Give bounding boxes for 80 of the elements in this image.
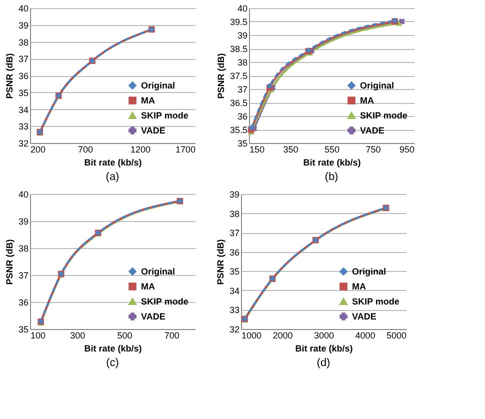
legend-label: Original bbox=[141, 266, 176, 276]
x-tick-label: 2000 bbox=[272, 330, 293, 340]
legend-label: SKIP mode bbox=[141, 110, 188, 120]
legend-label: SKIP mode bbox=[360, 110, 408, 120]
y-axis-title: PSNR (dB) bbox=[216, 53, 226, 99]
legend-label: Original bbox=[360, 80, 394, 90]
legend-label: VADE bbox=[360, 126, 384, 136]
y-tick-label: 35 bbox=[237, 138, 248, 148]
x-tick-label: 1200 bbox=[130, 144, 151, 154]
x-tick-label: 4000 bbox=[355, 330, 376, 340]
x-axis-title: Bit rate (kb/s) bbox=[84, 344, 142, 354]
y-tick-label: 33 bbox=[229, 305, 240, 316]
y-tick-label: 39 bbox=[18, 216, 28, 226]
x-tick-label: 300 bbox=[70, 330, 86, 340]
y-tick-label: 35 bbox=[229, 266, 240, 277]
text: (a) bbox=[106, 171, 120, 183]
y-axis-title: PSNR (dB) bbox=[4, 239, 14, 285]
x-axis-title: Bit rate (kb/s) bbox=[303, 158, 361, 168]
y-tick-label: 39.5 bbox=[230, 17, 248, 27]
legend-label: VADE bbox=[141, 312, 166, 322]
y-tick-label: 35 bbox=[18, 324, 28, 334]
text: (b) bbox=[324, 171, 338, 183]
y-tick-label: 38 bbox=[18, 37, 28, 48]
legend-label: Original bbox=[141, 80, 176, 90]
y-tick-label: 33 bbox=[18, 122, 28, 132]
y-tick-label: 38.5 bbox=[230, 44, 248, 54]
x-axis-title: Bit rate (kb/s) bbox=[295, 344, 353, 354]
x-axis-title: Bit rate (kb/s) bbox=[84, 158, 142, 168]
y-tick-label: 40 bbox=[237, 4, 248, 14]
legend-label: MA bbox=[141, 282, 156, 292]
x-tick-label: 350 bbox=[283, 144, 298, 154]
x-tick-label: 100 bbox=[30, 330, 46, 340]
y-tick-label: 39 bbox=[18, 20, 28, 30]
text: (c) bbox=[106, 357, 119, 369]
y-tick-label: 37 bbox=[229, 228, 240, 238]
x-tick-label: 750 bbox=[366, 144, 381, 154]
legend-label: MA bbox=[360, 96, 374, 106]
y-tick-label: 32 bbox=[18, 138, 28, 148]
legend-label: VADE bbox=[352, 312, 376, 322]
x-tick-label: 700 bbox=[164, 330, 180, 340]
y-tick-label: 36 bbox=[229, 247, 240, 258]
y-tick-label: 34 bbox=[229, 286, 240, 296]
x-tick-label: 1000 bbox=[242, 330, 262, 340]
legend-label: VADE bbox=[141, 126, 166, 136]
y-tick-label: 34 bbox=[18, 104, 28, 115]
x-tick-label: 700 bbox=[78, 144, 94, 154]
y-tick-label: 36 bbox=[18, 298, 28, 308]
legend-label: MA bbox=[352, 282, 366, 292]
y-tick-label: 36 bbox=[18, 71, 28, 81]
x-tick-label: 3000 bbox=[314, 330, 334, 340]
x-tick-label: 950 bbox=[399, 144, 414, 154]
y-tick-label: 32 bbox=[229, 324, 240, 334]
y-tick-label: 38 bbox=[229, 208, 240, 219]
y-tick-label: 36 bbox=[237, 112, 248, 122]
y-tick-label: 40 bbox=[18, 4, 28, 14]
x-tick-label: 550 bbox=[324, 144, 340, 154]
y-tick-label: 39 bbox=[237, 30, 248, 40]
y-tick-label: 37 bbox=[18, 270, 28, 280]
legend-label: Original bbox=[352, 266, 386, 276]
x-tick-label: 150 bbox=[250, 144, 265, 154]
x-tick-label: 1700 bbox=[175, 144, 196, 154]
x-tick-label: 200 bbox=[30, 144, 46, 154]
text: (d) bbox=[316, 357, 330, 369]
y-tick-label: 39 bbox=[229, 190, 240, 200]
y-tick-label: 38 bbox=[237, 58, 248, 68]
legend-label: SKIP mode bbox=[141, 296, 188, 306]
y-tick-label: 37 bbox=[237, 84, 248, 94]
x-tick-label: 500 bbox=[117, 330, 132, 340]
legend-label: SKIP mode bbox=[352, 296, 400, 306]
x-tick-label: 5000 bbox=[386, 330, 406, 340]
y-tick-label: 40 bbox=[18, 190, 28, 200]
legend-label: MA bbox=[141, 96, 156, 106]
y-tick-label: 37 bbox=[18, 54, 28, 64]
y-axis-title: PSNR (dB) bbox=[4, 53, 14, 99]
y-tick-label: 36.5 bbox=[230, 98, 248, 108]
y-tick-label: 35 bbox=[18, 88, 28, 98]
y-axis-title: PSNR (dB) bbox=[215, 239, 226, 285]
y-tick-label: 38 bbox=[18, 244, 28, 254]
y-tick-label: 37.5 bbox=[230, 71, 248, 81]
y-tick-label: 35.5 bbox=[230, 125, 248, 135]
